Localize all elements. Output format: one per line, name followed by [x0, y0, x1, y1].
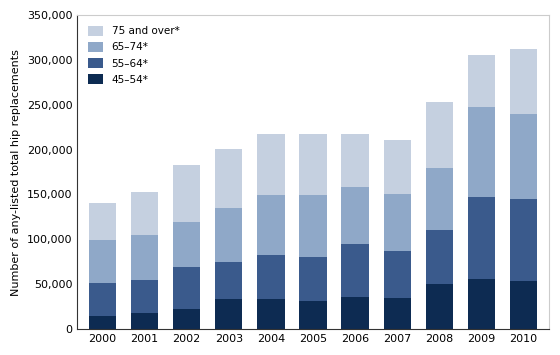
Bar: [131, 192, 158, 235]
Bar: [257, 255, 284, 299]
Bar: [342, 187, 369, 244]
Bar: [468, 55, 495, 108]
Bar: [468, 108, 495, 197]
Bar: [215, 208, 242, 262]
Bar: [173, 222, 200, 267]
Bar: [426, 230, 453, 284]
Bar: [510, 114, 537, 199]
Bar: [300, 257, 326, 301]
Bar: [342, 297, 369, 329]
Bar: [88, 203, 116, 240]
Bar: [257, 135, 284, 195]
Bar: [384, 195, 411, 251]
Bar: [88, 240, 116, 283]
Bar: [257, 195, 284, 255]
Bar: [384, 251, 411, 297]
Bar: [510, 199, 537, 282]
Bar: [342, 244, 369, 297]
Bar: [173, 267, 200, 309]
Bar: [215, 149, 242, 208]
Bar: [88, 283, 116, 316]
Bar: [300, 301, 326, 329]
Bar: [173, 309, 200, 329]
Bar: [426, 168, 453, 230]
Legend: 75 and over*, 65–74*, 55–64*, 45–54*: 75 and over*, 65–74*, 55–64*, 45–54*: [82, 20, 184, 90]
Bar: [426, 284, 453, 329]
Bar: [131, 313, 158, 329]
Bar: [510, 282, 537, 329]
Bar: [131, 280, 158, 313]
Y-axis label: Number of any-listed total hip replacements: Number of any-listed total hip replaceme…: [11, 49, 21, 295]
Bar: [88, 316, 116, 329]
Bar: [257, 299, 284, 329]
Bar: [300, 133, 326, 195]
Bar: [384, 297, 411, 329]
Bar: [173, 165, 200, 222]
Bar: [468, 279, 495, 329]
Bar: [300, 195, 326, 257]
Bar: [131, 235, 158, 280]
Bar: [468, 197, 495, 279]
Bar: [510, 49, 537, 114]
Bar: [215, 299, 242, 329]
Bar: [426, 102, 453, 168]
Bar: [342, 135, 369, 187]
Bar: [215, 262, 242, 299]
Bar: [384, 140, 411, 195]
